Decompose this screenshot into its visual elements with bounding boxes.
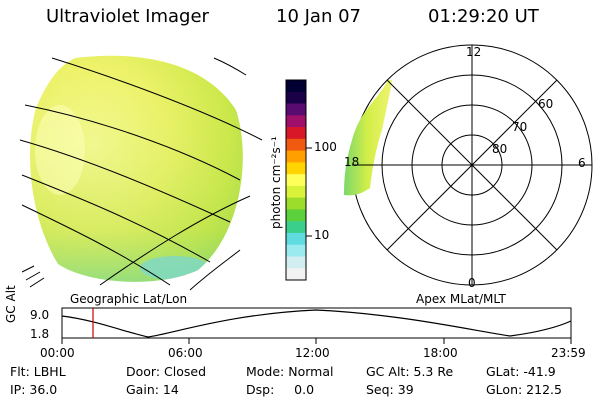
- colorbar-segment: [286, 138, 306, 152]
- info-mode: Mode: Normal: [246, 364, 334, 379]
- colorbar-segment: [286, 103, 306, 116]
- info-dsp: Dsp: 0.0: [246, 382, 315, 397]
- mlt-label-6: 6: [578, 156, 586, 170]
- altitude-ylabel: GC Alt: [4, 285, 18, 323]
- time-tick-0600: 06:00: [168, 346, 203, 360]
- colorbar-segment: [286, 91, 306, 105]
- colorbar-tick-100: 100: [314, 140, 337, 154]
- colorbar-segment: [286, 80, 306, 93]
- colorbar-segment: [286, 221, 306, 234]
- color-bar: [286, 80, 306, 281]
- info-gain: Gain: 14: [126, 382, 179, 397]
- colorbar-tick-10: 10: [314, 228, 330, 242]
- time-tick-1200: 12:00: [295, 346, 330, 360]
- altitude-curve: [61, 309, 572, 338]
- geographic-label: Geographic Lat/Lon: [70, 292, 188, 306]
- aurora-oval: [344, 80, 392, 196]
- geo-grid-lines: [19, 57, 263, 291]
- altitude-plot: [61, 307, 572, 344]
- colorbar-unit-label: photon cm⁻²s⁻¹: [269, 136, 283, 229]
- geographic-image: [19, 55, 263, 291]
- info-glat: GLat: -41.9: [486, 364, 556, 379]
- mlt-label-12: 12: [466, 45, 482, 59]
- colorbar-segment: [286, 197, 306, 210]
- info-filter: Flt: LBHL: [10, 364, 66, 379]
- info-gc-alt: GC Alt: 5.3 Re: [366, 364, 454, 379]
- colorbar-segment: [286, 115, 306, 128]
- altitude-ytick-low: 1.8: [30, 327, 50, 341]
- time-tick-2359: 23:59: [551, 346, 586, 360]
- colorbar-segment: [286, 256, 306, 269]
- lat-label-60: 60: [538, 97, 554, 111]
- info-seq: Seq: 39: [366, 382, 414, 397]
- colorbar-segment: [286, 150, 306, 163]
- colorbar-segment: [286, 232, 306, 246]
- mlt-label-0: 0: [468, 276, 476, 290]
- time-label: 01:29:20 UT: [428, 6, 539, 27]
- lat-label-70: 70: [512, 120, 528, 134]
- colorbar-segment: [286, 268, 306, 281]
- altitude-ytick-high: 9.0: [30, 308, 50, 322]
- polar-plot: [344, 44, 593, 286]
- info-ip: IP: 36.0: [10, 382, 58, 397]
- colorbar-segment: [286, 174, 306, 187]
- info-glon: GLon: 212.5: [486, 382, 562, 397]
- apex-label: Apex MLat/MLT: [416, 292, 506, 306]
- mlt-label-18: 18: [344, 155, 360, 169]
- time-tick-0000: 00:00: [40, 346, 75, 360]
- colorbar-segment: [286, 185, 306, 199]
- instrument-title: Ultraviolet Imager: [46, 6, 209, 27]
- colorbar-segment: [286, 209, 306, 222]
- info-door: Door: Closed: [126, 364, 207, 379]
- time-tick-1800: 18:00: [423, 346, 458, 360]
- lat-label-80: 80: [492, 142, 508, 156]
- colorbar-segment: [286, 244, 306, 257]
- colorbar-segment: [286, 127, 306, 140]
- colorbar-segment: [286, 162, 306, 175]
- date-label: 10 Jan 07: [276, 6, 361, 27]
